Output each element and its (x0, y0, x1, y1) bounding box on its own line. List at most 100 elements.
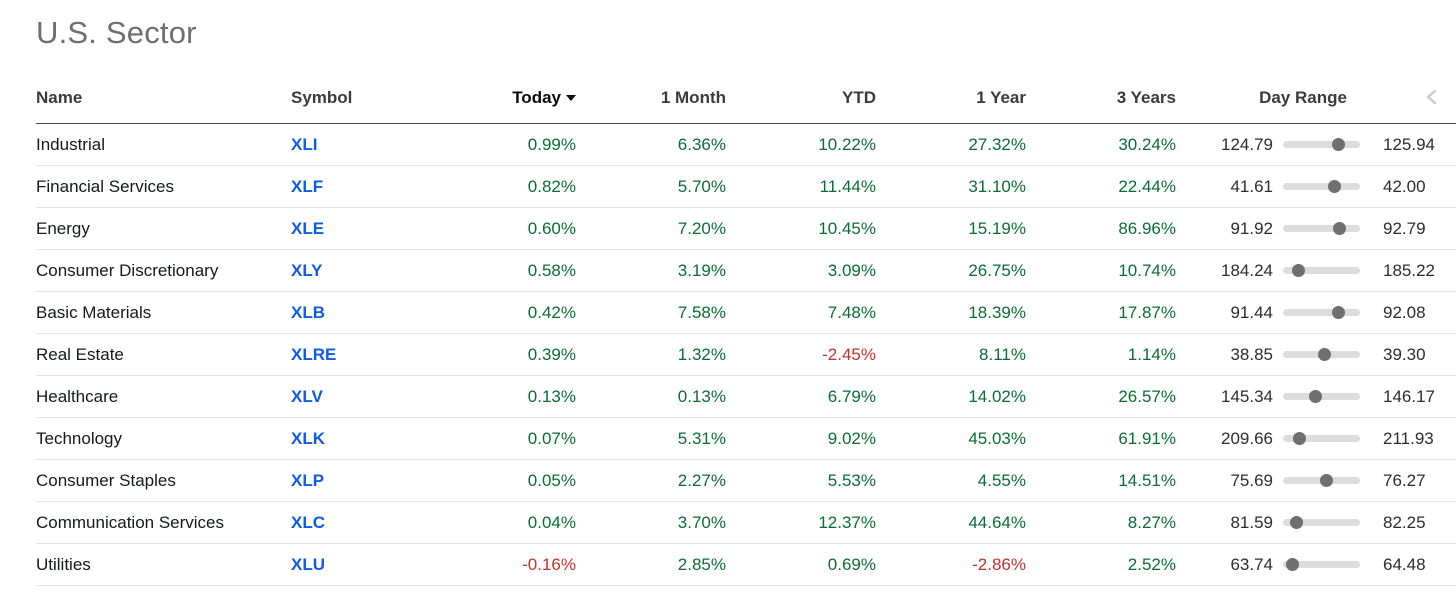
3-years-change: 86.96% (1026, 207, 1176, 250)
symbol-link[interactable]: XLRE (291, 344, 337, 364)
1-month-change: 3.19% (576, 249, 726, 292)
ytd-change: 11.44% (726, 165, 876, 208)
column-header-ytd[interactable]: YTD (726, 52, 876, 124)
sector-row: Consumer Discretionary XLY 0.58% 3.19% 3… (36, 249, 1456, 292)
column-header-name[interactable]: Name (36, 52, 291, 124)
day-range-high: 146.17 (1383, 386, 1435, 406)
symbol-link[interactable]: XLK (291, 428, 325, 448)
sector-table: Name Symbol Today 1 Month YTD 1 Year 3 Y… (36, 52, 1456, 586)
symbol-link[interactable]: XLC (291, 512, 325, 532)
sector-name: Consumer Staples (36, 459, 291, 502)
sector-row: Industrial XLI 0.99% 6.36% 10.22% 27.32%… (36, 123, 1456, 166)
chevron-left-icon[interactable] (1422, 86, 1442, 108)
day-range-slider-dot (1331, 306, 1345, 319)
symbol-link[interactable]: XLE (291, 218, 325, 238)
day-range-low: 91.92 (1230, 218, 1273, 238)
day-range-slider-dot (1320, 474, 1334, 487)
sector-row: Consumer Staples XLP 0.05% 2.27% 5.53% 4… (36, 459, 1456, 502)
symbol-link[interactable]: XLI (291, 134, 318, 154)
page-title: U.S. Sector (36, 15, 197, 50)
column-header-today[interactable]: Today (411, 52, 576, 124)
day-range-high: 42.00 (1383, 176, 1426, 196)
ytd-change: 12.37% (726, 501, 876, 544)
day-range-low: 184.24 (1221, 260, 1273, 280)
table-body: Industrial XLI 0.99% 6.36% 10.22% 27.32%… (36, 123, 1456, 586)
3-years-change: 2.52% (1026, 543, 1176, 586)
day-range-slider-track (1283, 558, 1360, 571)
day-range-low: 75.69 (1230, 470, 1273, 490)
table-header-row: Name Symbol Today 1 Month YTD 1 Year 3 Y… (36, 52, 1456, 124)
3-years-change: 8.27% (1026, 501, 1176, 544)
ytd-change: 3.09% (726, 249, 876, 292)
sector-name: Technology (36, 417, 291, 460)
1-month-change: 2.27% (576, 459, 726, 502)
day-range-indicator: 145.34 146.17 (1176, 387, 1456, 407)
symbol-link[interactable]: XLF (291, 176, 324, 196)
symbol-link[interactable]: XLY (291, 260, 323, 280)
day-range-high: 125.94 (1383, 134, 1435, 154)
column-header-1-year[interactable]: 1 Year (876, 52, 1026, 124)
day-range-indicator: 91.92 92.79 (1176, 219, 1456, 239)
sector-row: Energy XLE 0.60% 7.20% 10.45% 15.19% 86.… (36, 207, 1456, 250)
today-change: -0.16% (411, 543, 576, 586)
sector-name: Energy (36, 207, 291, 250)
day-range-slider-track (1283, 390, 1360, 403)
sector-row: Real Estate XLRE 0.39% 1.32% -2.45% 8.11… (36, 333, 1456, 376)
3-years-change: 26.57% (1026, 375, 1176, 418)
ytd-change: 6.79% (726, 375, 876, 418)
symbol-link[interactable]: XLV (291, 386, 323, 406)
day-range-indicator: 63.74 64.48 (1176, 555, 1456, 575)
day-range-slider-dot (1292, 264, 1306, 277)
day-range-high: 92.08 (1383, 302, 1426, 322)
day-range-low: 209.66 (1221, 428, 1273, 448)
sector-row: Basic Materials XLB 0.42% 7.58% 7.48% 18… (36, 291, 1456, 334)
column-header-symbol[interactable]: Symbol (291, 52, 411, 124)
ytd-change: 7.48% (726, 291, 876, 334)
symbol-link[interactable]: XLU (291, 554, 325, 574)
1-year-change: 27.32% (876, 123, 1026, 166)
column-header-3-years[interactable]: 3 Years (1026, 52, 1176, 124)
day-range-slider-dot (1333, 222, 1347, 235)
day-range-indicator: 38.85 39.30 (1176, 345, 1456, 365)
column-header-1-month[interactable]: 1 Month (576, 52, 726, 124)
day-range-slider-track (1283, 222, 1360, 235)
1-year-change: 4.55% (876, 459, 1026, 502)
1-month-change: 7.58% (576, 291, 726, 334)
day-range-high: 39.30 (1383, 344, 1426, 364)
day-range-slider-track (1283, 516, 1360, 529)
3-years-change: 1.14% (1026, 333, 1176, 376)
sort-descending-icon (566, 95, 576, 101)
ytd-change: 9.02% (726, 417, 876, 460)
sector-row: Financial Services XLF 0.82% 5.70% 11.44… (36, 165, 1456, 208)
day-range-slider-track (1283, 348, 1360, 361)
today-change: 0.58% (411, 249, 576, 292)
sector-name: Financial Services (36, 165, 291, 208)
1-year-change: 26.75% (876, 249, 1026, 292)
ytd-change: 10.22% (726, 123, 876, 166)
day-range-low: 91.44 (1230, 302, 1273, 322)
sector-row: Technology XLK 0.07% 5.31% 9.02% 45.03% … (36, 417, 1456, 460)
3-years-change: 30.24% (1026, 123, 1176, 166)
1-month-change: 6.36% (576, 123, 726, 166)
3-years-change: 14.51% (1026, 459, 1176, 502)
day-range-slider-dot (1286, 558, 1300, 571)
sector-row: Utilities XLU -0.16% 2.85% 0.69% -2.86% … (36, 543, 1456, 586)
symbol-link[interactable]: XLB (291, 302, 325, 322)
sector-name: Healthcare (36, 375, 291, 418)
sector-name: Industrial (36, 123, 291, 166)
day-range-indicator: 41.61 42.00 (1176, 177, 1456, 197)
day-range-indicator: 75.69 76.27 (1176, 471, 1456, 491)
symbol-link[interactable]: XLP (291, 470, 325, 490)
column-header-day-range[interactable]: Day Range (1176, 52, 1456, 124)
1-year-change: 18.39% (876, 291, 1026, 334)
day-range-slider-track (1283, 432, 1360, 445)
3-years-change: 10.74% (1026, 249, 1176, 292)
sector-row: Communication Services XLC 0.04% 3.70% 1… (36, 501, 1456, 544)
today-change: 0.07% (411, 417, 576, 460)
day-range-slider-dot (1293, 432, 1307, 445)
1-year-change: -2.86% (876, 543, 1026, 586)
sector-name: Real Estate (36, 333, 291, 376)
column-header-today-label: Today (512, 88, 561, 107)
day-range-high: 76.27 (1383, 470, 1426, 490)
1-year-change: 15.19% (876, 207, 1026, 250)
